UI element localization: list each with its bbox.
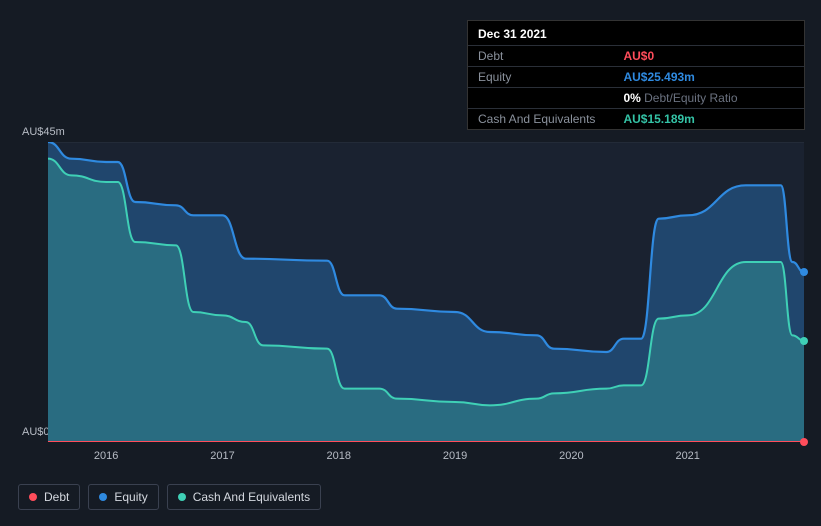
- tooltip-ratio-pct: 0%: [623, 91, 640, 105]
- legend-dot-icon: [29, 493, 37, 501]
- xaxis-tick-label: 2016: [94, 450, 118, 462]
- tooltip-equity-label: Equity: [468, 67, 613, 88]
- tooltip-debt-value: AU$0: [623, 49, 654, 63]
- legend-dot-icon: [178, 493, 186, 501]
- xaxis-tick-label: 2019: [443, 450, 467, 462]
- legend-dot-icon: [99, 493, 107, 501]
- legend-item-cash[interactable]: Cash And Equivalents: [167, 484, 321, 510]
- tooltip-ratio-label-empty: [468, 88, 613, 109]
- tooltip-equity-value: AU$25.493m: [623, 70, 694, 84]
- chart-legend: Debt Equity Cash And Equivalents: [18, 484, 321, 510]
- xaxis-tick-label: 2017: [210, 450, 234, 462]
- area-chart: [48, 142, 804, 442]
- xaxis-tick-label: 2021: [675, 450, 699, 462]
- yaxis-max-label: AU$45m: [22, 126, 65, 138]
- series-end-marker-debt: [800, 438, 808, 446]
- legend-item-equity[interactable]: Equity: [88, 484, 158, 510]
- tooltip-date: Dec 31 2021: [468, 25, 804, 45]
- xaxis-tick-label: 2018: [327, 450, 351, 462]
- yaxis-min-label: AU$0: [22, 426, 50, 438]
- tooltip-cash-value: AU$15.189m: [623, 112, 694, 126]
- legend-label: Cash And Equivalents: [193, 490, 310, 504]
- xaxis-tick-label: 2020: [559, 450, 583, 462]
- series-end-marker-cash: [800, 337, 808, 345]
- series-end-marker-equity: [800, 268, 808, 276]
- tooltip-cash-label: Cash And Equivalents: [468, 109, 613, 130]
- tooltip-ratio-label: Debt/Equity Ratio: [644, 91, 737, 105]
- chart-plot-area[interactable]: [48, 142, 804, 442]
- tooltip-debt-label: Debt: [468, 46, 613, 67]
- tooltip-table: Debt AU$0 Equity AU$25.493m 0% Debt/Equi…: [468, 45, 804, 129]
- legend-item-debt[interactable]: Debt: [18, 484, 80, 510]
- legend-label: Debt: [44, 490, 69, 504]
- chart-tooltip: Dec 31 2021 Debt AU$0 Equity AU$25.493m …: [467, 20, 805, 130]
- legend-label: Equity: [114, 490, 147, 504]
